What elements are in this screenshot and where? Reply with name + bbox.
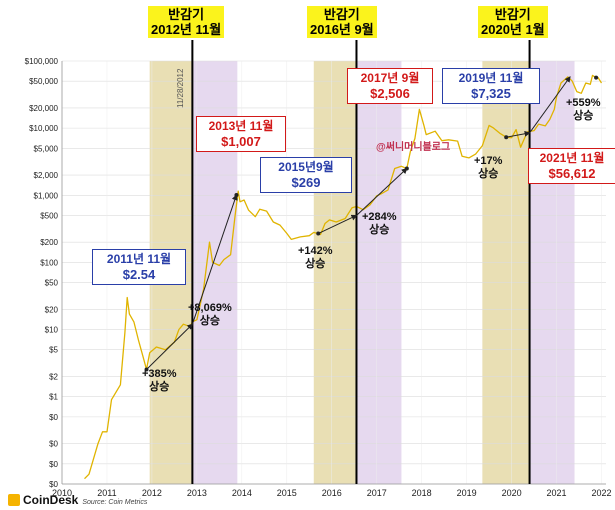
- gain-arrow-2: [318, 214, 358, 234]
- y-tick-label-1: $50,000: [29, 77, 58, 86]
- halving-date-label: 11/28/2012: [176, 68, 185, 108]
- x-tick-label-7: 2017: [367, 488, 387, 498]
- gain-arrow-3: [356, 167, 408, 216]
- gain-arrow-1: [191, 194, 238, 325]
- y-tick-label-12: $10: [45, 326, 59, 335]
- x-tick-label-11: 2021: [547, 488, 567, 498]
- y-tick-label-17: $0: [49, 440, 58, 449]
- coindesk-logo-icon: [8, 494, 20, 506]
- x-tick-label-10: 2020: [502, 488, 522, 498]
- halving-label-2016: 반감기 2016년 9월: [307, 6, 377, 38]
- y-tick-label-5: $2,000: [34, 171, 59, 180]
- x-tick-label-6: 2016: [322, 488, 342, 498]
- gain-label-8069: +8,069% 상승: [188, 302, 232, 327]
- x-tick-label-8: 2018: [412, 488, 432, 498]
- x-tick-label-1: 2011: [97, 488, 116, 498]
- x-tick-label-2: 2012: [142, 488, 162, 498]
- y-tick-label-18: $0: [49, 460, 58, 469]
- annotation-2013-nov: 2013년 11월 $1,007: [196, 116, 286, 152]
- gain-label-385: +385% 상승: [142, 368, 177, 393]
- gain-label-284: +284% 상승: [362, 211, 397, 236]
- y-tick-label-4: $5,000: [34, 144, 59, 153]
- annotation-2017-sep: 2017년 9월 $2,506: [347, 68, 433, 104]
- halving-label-2020: 반감기 2020년 1월: [478, 6, 548, 38]
- gain-label-142: +142% 상승: [298, 245, 333, 270]
- y-tick-label-2: $20,000: [29, 104, 58, 113]
- source-note: Source: Coin Metrics: [82, 499, 148, 506]
- y-tick-label-16: $0: [49, 413, 58, 422]
- x-tick-label-9: 2019: [457, 488, 477, 498]
- y-tick-label-10: $50: [45, 279, 59, 288]
- annotation-marker-5: [594, 75, 599, 80]
- footer: CoinDesk Source: Coin Metrics: [8, 493, 147, 507]
- brand-name: CoinDesk: [23, 493, 79, 507]
- annotation-2019-nov: 2019년 11월 $7,325: [442, 68, 540, 104]
- y-tick-label-0: $100,000: [25, 57, 59, 66]
- watermark: @써니머니블로그: [376, 142, 451, 153]
- y-tick-label-3: $10,000: [29, 124, 58, 133]
- shade-after-halving-2: [529, 61, 575, 484]
- gain-arrow-0: [146, 323, 194, 370]
- x-tick-label-5: 2015: [277, 488, 297, 498]
- x-tick-label-0: 2010: [52, 488, 72, 498]
- y-tick-label-15: $1: [49, 393, 58, 402]
- y-tick-label-6: $1,000: [34, 191, 59, 200]
- y-tick-label-11: $20: [45, 305, 59, 314]
- x-tick-label-12: 2022: [591, 488, 611, 498]
- x-tick-label-4: 2014: [232, 488, 252, 498]
- gain-arrow-5: [529, 76, 571, 134]
- halving-label-2012: 반감기 2012년 11월: [148, 6, 225, 38]
- y-tick-label-8: $200: [40, 238, 58, 247]
- shade-before-halving-1: [313, 61, 357, 484]
- y-tick-label-9: $100: [40, 258, 58, 267]
- x-tick-label-3: 2013: [187, 488, 207, 498]
- y-tick-label-14: $2: [49, 372, 58, 381]
- y-tick-label-19: $0: [49, 480, 58, 489]
- gain-arrow-4: [506, 130, 531, 138]
- y-tick-label-7: $500: [40, 211, 58, 220]
- shade-before-halving-2: [482, 61, 530, 484]
- price-series-line-0: [84, 74, 603, 480]
- gain-label-559: +559% 상승: [566, 97, 601, 122]
- gain-label-17: +17% 상승: [474, 155, 503, 180]
- annotation-2015-sep: 2015년9월 $269: [260, 157, 352, 193]
- annotation-2011-nov: 2011년 11월 $2.54: [92, 249, 186, 285]
- annotation-2021-nov: 2021년 11월 $56,612: [528, 148, 615, 184]
- y-tick-label-13: $5: [49, 346, 58, 355]
- shade-after-halving-1: [356, 61, 402, 484]
